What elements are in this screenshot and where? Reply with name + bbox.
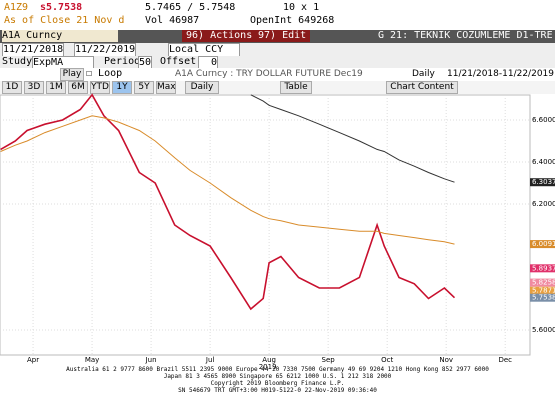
date-bar: 11/21/2018 11/22/2019 Local CCY [0, 43, 555, 57]
actions-menu[interactable]: 96) Actions [182, 30, 257, 42]
date-range: 11/21/2018-11/22/2019 [447, 69, 554, 79]
x-tick-label: May [85, 356, 99, 364]
edit-menu[interactable]: 97) Edit [254, 30, 311, 42]
offset-label: Offset [160, 56, 197, 67]
range-button[interactable]: Max [156, 81, 176, 94]
command-bar: A1A Curncy 96) Actions 97) Edit G 21: TE… [0, 30, 555, 43]
range-button[interactable]: YTD [90, 81, 110, 94]
range-button[interactable]: 3D [24, 81, 44, 94]
range-bar: Daily Table Chart Content 1D 3D 1M 6M YTD 1Y 5… [0, 81, 555, 94]
frequency-select[interactable]: Daily [185, 81, 219, 94]
value-tag-label: 6.3037 [532, 178, 555, 186]
x-tick-label: Oct [381, 356, 393, 364]
y-tick-label: 6.6000 [532, 116, 555, 124]
x-tick-label: Nov [439, 356, 453, 364]
value-tag-label: 5.7538 [532, 294, 555, 302]
y-tick-label: 6.4000 [532, 158, 555, 166]
plot-area [0, 94, 531, 356]
table-button[interactable]: Table [280, 81, 312, 94]
study-label: Study [2, 56, 33, 67]
ticker: A1Z9 [4, 2, 29, 13]
footer-line: Copyright 2019 Bloomberg Finance L.P. [210, 380, 345, 387]
value-tag [530, 278, 555, 287]
open-interest: OpenInt 649268 [250, 15, 335, 26]
x-tick-label: Jun [145, 356, 157, 364]
range-button[interactable]: 1D [2, 81, 22, 94]
value-tag [530, 240, 555, 249]
value-tag-label: 5.8258 [532, 279, 555, 287]
price-line [0, 115, 455, 245]
page-title: G 21: TEKNIK COZUMLEME D1-TRE [378, 30, 553, 41]
x-tick-label: Apr [27, 356, 39, 364]
value-tag-label: 5.7871 [532, 287, 555, 295]
size: 10 x 1 [283, 2, 320, 13]
volume: Vol 46987 [145, 15, 200, 26]
x-tick-label: Dec [498, 356, 512, 364]
price-line [0, 93, 456, 311]
frequency: Daily [412, 69, 435, 79]
chart-title: A1A Curncy : TRY DOLLAR FUTURE Dec19 [175, 69, 363, 79]
security-input[interactable]: A1A Curncy [2, 30, 118, 42]
footer-line: SN 546679 TRT GMT+3:00 H019-5122-0 22-No… [178, 387, 377, 394]
range-button[interactable]: 1Y [112, 81, 132, 94]
range-button[interactable]: 5Y [134, 81, 154, 94]
value-tag [530, 286, 555, 295]
last-price: s5.7538 [40, 2, 83, 13]
value-tag [530, 293, 555, 302]
x-tick-label: Jul [205, 356, 215, 364]
loop-checkbox[interactable]: ☐ Loop [86, 68, 123, 79]
price-line [250, 94, 455, 183]
value-tag [530, 178, 555, 187]
footer: Australia 61 2 9777 8600 Brazil 5511 239… [0, 366, 555, 400]
value-tag [530, 264, 555, 273]
loop-label: Loop [98, 68, 123, 79]
period-label: Period [104, 56, 141, 67]
value-tag-label: 6.0091 [532, 240, 555, 248]
y-tick-label: 6.2000 [532, 200, 555, 208]
value-tag-label: 5.8937 [532, 264, 555, 272]
y-tick-label: 5.6000 [532, 326, 555, 334]
play-button[interactable]: Play [60, 68, 84, 81]
footer-line: Australia 61 2 9777 8600 Brazil 5511 239… [66, 366, 489, 373]
range-button[interactable]: 1M [46, 81, 66, 94]
bid-ask: 5.7465 / 5.7548 [145, 2, 236, 13]
as-of: As of Close 21 Nov d [4, 15, 125, 26]
chart-content-button[interactable]: Chart Content [386, 81, 458, 94]
range-button[interactable]: 6M [68, 81, 88, 94]
study-bar: Study ExpMA Period 50 Offset 0 [0, 56, 555, 70]
x-tick-label: Sep [322, 356, 336, 364]
year-label: 2019 [259, 363, 277, 371]
title-bar: Play ☐ Loop A1A Curncy : TRY DOLLAR FUTU… [0, 68, 555, 81]
quote-bar: A1Z9 s5.7538 5.7465 / 5.7548 10 x 1 As o… [0, 0, 555, 30]
footer-line: Japan 81 3 4565 8900 Singapore 65 6212 1… [163, 373, 392, 380]
x-tick-label: Aug [262, 356, 276, 364]
